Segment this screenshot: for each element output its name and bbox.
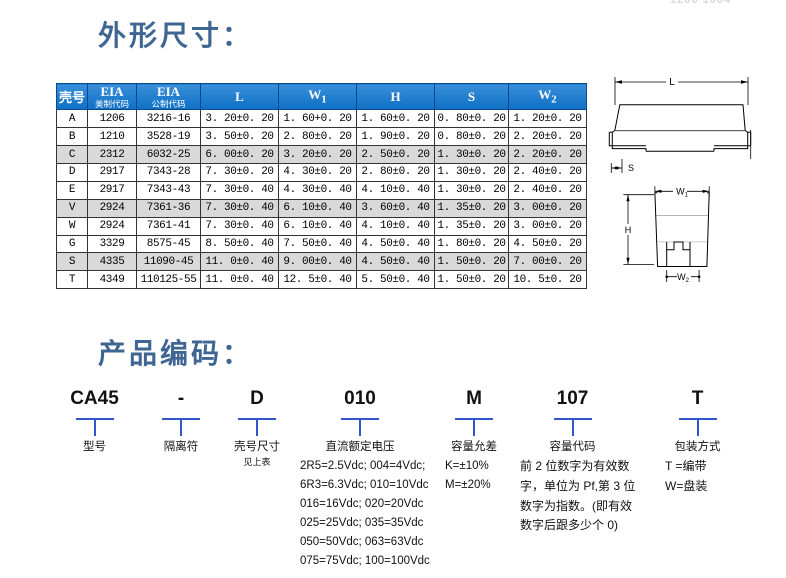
- svg-text:S: S: [628, 163, 634, 173]
- svg-text:H: H: [625, 225, 632, 235]
- svg-text:L: L: [669, 77, 675, 88]
